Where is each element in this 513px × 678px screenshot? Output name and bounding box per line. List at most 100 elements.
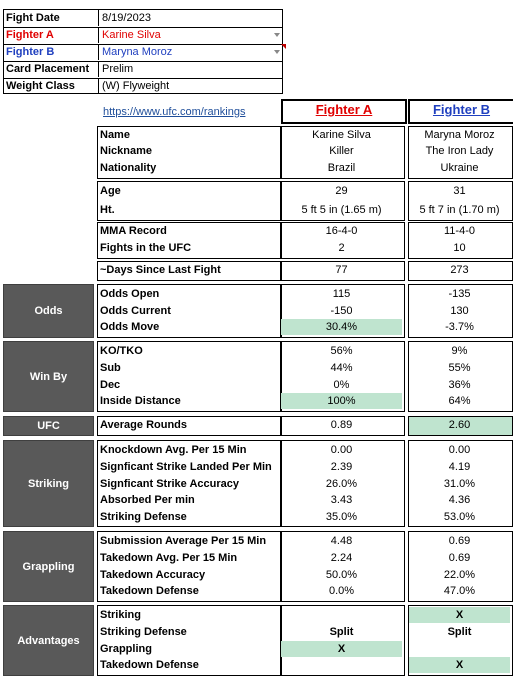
physical-labels: Age Ht.	[97, 181, 282, 221]
fighter-b-physical: 31 5 ft 7 in (1.70 m)	[408, 181, 513, 221]
section-title: Odds	[34, 305, 63, 317]
fighter-b-striking: 0.00 4.19 31.0% 4.36 53.0%	[408, 440, 513, 527]
name-label: Name	[100, 129, 130, 141]
fighter-a-physical: 29 5 ft 5 in (1.65 m)	[280, 181, 405, 221]
fighter-b-knockdown: 0.00	[448, 444, 471, 456]
advantages-labels: Striking Striking Defense Grappling Take…	[97, 605, 282, 676]
info-row-fighter-a: Fighter A Karine Silva	[4, 27, 282, 45]
fighter-a-sub: 44%	[330, 362, 353, 374]
fighter-b-adv-takedown-defense: X	[409, 657, 510, 673]
adv-striking-defense-label: Striking Defense	[100, 626, 187, 638]
fighter-a-submission-avg: 4.48	[330, 535, 353, 547]
ko-tko-label: KO/TKO	[100, 345, 143, 357]
fighter-b-advantages: X Split X	[408, 605, 513, 676]
fighter-b-odds-current: 130	[450, 305, 469, 317]
fighter-b-age: 31	[453, 185, 466, 197]
fighter-a-select[interactable]: Karine Silva	[98, 27, 286, 43]
fighter-a-adv-striking-defense: Split	[329, 626, 354, 638]
fighter-a-adv-grappling: X	[281, 641, 402, 657]
fighter-b-value: Maryna Moroz	[102, 46, 173, 58]
fighter-a-advantages: Split X	[280, 605, 405, 676]
fighter-a-striking-defense: 35.0%	[325, 511, 358, 523]
fighter-b-days: 273	[450, 264, 469, 276]
fighter-b-nationality: Ukraine	[440, 162, 479, 174]
fighter-a-inside-distance: 100%	[281, 393, 402, 409]
ufc-labels: Average Rounds	[97, 416, 282, 436]
fighter-a-ufc: 0.89	[280, 416, 405, 436]
fighter-a-odds: 115 -150 30.4%	[280, 284, 405, 338]
info-row-fighter-b: Fighter B Maryna Moroz	[4, 44, 286, 62]
fighter-b-takedown-defense: 47.0%	[443, 585, 476, 597]
section-title: UFC	[37, 420, 60, 432]
absorbed-label: Absorbed Per min	[100, 494, 195, 506]
fighter-b-absorbed: 4.36	[448, 494, 471, 506]
sub-label: Sub	[100, 362, 121, 374]
days-label-box: ~Days Since Last Fight	[97, 261, 282, 281]
info-label: Card Placement	[6, 63, 90, 75]
fighter-b-dec: 36%	[448, 379, 471, 391]
record-labels: MMA Record Fights in the UFC	[97, 222, 282, 259]
info-label: Fighter B	[6, 46, 55, 58]
fighter-a-ufc-fights: 2	[338, 242, 345, 254]
fighter-b-inside-distance: 64%	[448, 395, 471, 407]
advantages-section-header: Advantages	[3, 605, 94, 676]
fighter-b-striking-defense: 53.0%	[443, 511, 476, 523]
fighter-b-takedown-avg: 0.69	[448, 552, 471, 564]
odds-labels: Odds Open Odds Current Odds Move	[97, 284, 282, 338]
fighter-a-sig-landed: 2.39	[330, 461, 353, 473]
rankings-link[interactable]: https://www.ufc.com/rankings	[103, 106, 246, 118]
fighter-a-value: Karine Silva	[102, 29, 161, 41]
adv-striking-label: Striking	[100, 609, 141, 621]
ufc-fights-label: Fights in the UFC	[100, 242, 192, 254]
fighter-a-record-value: 16-4-0	[325, 225, 358, 237]
fighter-a-nickname: Killer	[329, 145, 354, 157]
odds-move-label: Odds Move	[100, 321, 160, 333]
grappling-section-header: Grappling	[3, 531, 94, 602]
fight-date-value[interactable]: 8/19/2023	[98, 10, 286, 26]
fighter-b-ufc-fights: 10	[453, 242, 466, 254]
fighter-a-age: 29	[335, 185, 348, 197]
fighter-a-odds-open: 115	[332, 288, 351, 300]
fighter-a-dec: 0%	[333, 379, 350, 391]
fighter-b-name: Maryna Moroz	[424, 129, 495, 141]
fighter-b-sig-accuracy: 31.0%	[443, 478, 476, 490]
fighter-b-adv-striking-defense: Split	[447, 626, 472, 638]
info-row-weight-class: Weight Class (W) Flyweight	[4, 78, 282, 95]
fighter-a-takedown-accuracy: 50.0%	[325, 569, 358, 581]
fighter-a-record: 16-4-0 2	[280, 222, 405, 259]
fighter-b-ufc: 2.60	[408, 416, 513, 436]
fighter-b-select[interactable]: Maryna Moroz	[98, 44, 286, 60]
dec-label: Dec	[100, 379, 121, 391]
fighter-b-height: 5 ft 7 in (1.70 m)	[419, 204, 500, 216]
fighter-a-odds-move: 30.4%	[281, 319, 402, 335]
sig-strike-landed-label: Signficant Strike Landed Per Min	[100, 461, 272, 473]
info-row-fight-date: Fight Date 8/19/2023	[4, 10, 282, 28]
chevron-down-icon[interactable]	[274, 50, 280, 54]
weight-class-value[interactable]: (W) Flyweight	[98, 78, 286, 94]
fighter-a-nationality: Brazil	[327, 162, 356, 174]
average-rounds-label: Average Rounds	[100, 419, 188, 431]
odds-current-label: Odds Current	[100, 305, 171, 317]
info-label: Fight Date	[6, 12, 60, 24]
fighter-b-sig-landed: 4.19	[448, 461, 471, 473]
inside-distance-label: Inside Distance	[100, 395, 181, 407]
fight-info-table: Fight Date 8/19/2023 Fighter A Karine Si…	[3, 9, 286, 95]
fighter-a-name: Karine Silva	[312, 129, 371, 141]
fighter-b-record-value: 11-4-0	[444, 225, 475, 237]
takedown-avg-label: Takedown Avg. Per 15 Min	[100, 552, 238, 564]
fighter-b-average-rounds: 2.60	[448, 419, 471, 431]
fighter-b-odds-open: -135	[448, 288, 471, 300]
section-title: Win By	[29, 370, 68, 383]
nationality-label: Nationality	[100, 162, 157, 174]
fighter-b-profile: Maryna Moroz The Iron Lady Ukraine	[408, 126, 513, 179]
fighter-b-nickname: The Iron Lady	[425, 145, 494, 157]
fighter-a-profile: Karine Silva Killer Brazil	[280, 126, 405, 179]
fighter-a-striking: 0.00 2.39 26.0% 3.43 35.0%	[280, 440, 405, 527]
adv-takedown-defense-label: Takedown Defense	[100, 659, 199, 671]
card-placement-value[interactable]: Prelim	[98, 61, 286, 77]
section-title: Grappling	[22, 560, 75, 573]
adv-grappling-label: Grappling	[100, 643, 152, 655]
chevron-down-icon[interactable]	[274, 33, 280, 37]
fighter-b-takedown-accuracy: 22.0%	[443, 569, 476, 581]
fighter-b-adv-striking: X	[409, 607, 510, 623]
